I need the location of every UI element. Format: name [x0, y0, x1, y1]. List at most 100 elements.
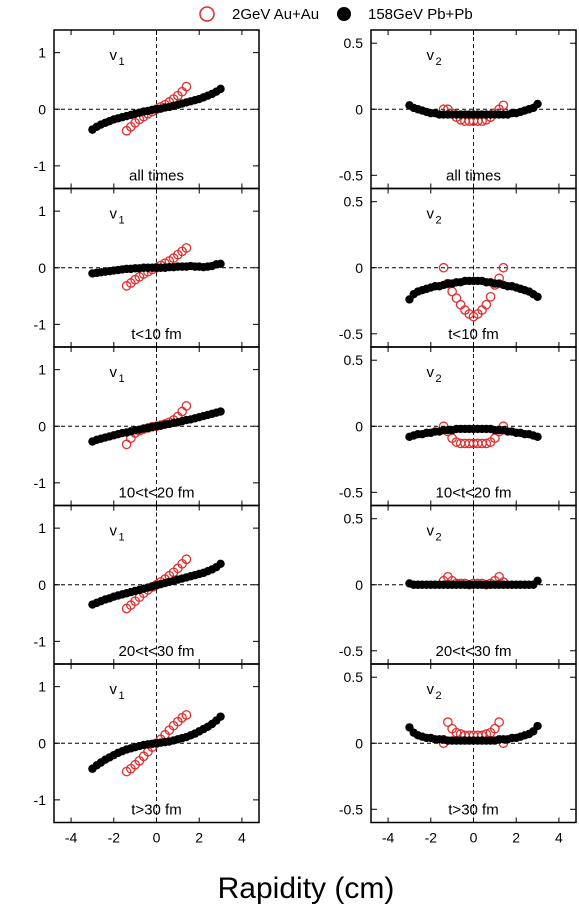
panel-5-ytick-label-0: 1 — [38, 362, 46, 378]
panel-7-ytick-label-1: 0 — [38, 577, 46, 593]
panel-1-coefficient-subscript: 1 — [119, 56, 125, 68]
panel-3-coefficient-label: v — [110, 206, 118, 223]
panel-4-au-point-3 — [451, 293, 462, 303]
panel-1-au-point-14 — [181, 81, 192, 92]
panel-5-coefficient-label: v — [110, 364, 118, 381]
panel-7-coefficient-subscript: 1 — [119, 532, 125, 544]
panel-3-ytick-label-0: 1 — [38, 203, 46, 219]
panel-6-ytick-label-0: 0.5 — [344, 352, 364, 368]
panel-3-ytick-label-1: 0 — [38, 260, 46, 276]
panel-8-ytick-label-0: 0.5 — [344, 511, 364, 527]
panel-9-xtick-label-1: -2 — [108, 830, 121, 846]
panel-5-ytick-label-1: 0 — [38, 418, 46, 434]
legend-label-au: 2GeV Au+Au — [232, 6, 319, 23]
panel-9-xtick-label-4: 4 — [238, 830, 246, 846]
panel-10-xtick-label-3: 2 — [512, 830, 520, 846]
panel-1-pb-point-30 — [216, 84, 225, 94]
panel-9-time-label: t>30 fm — [131, 802, 181, 819]
panel-9-coefficient-subscript: 1 — [119, 690, 125, 702]
panel-4-au-point-0 — [438, 262, 449, 273]
panel-9-pb-point-30 — [216, 712, 225, 721]
panel-3: 10-1v 1t<10 fm — [34, 187, 260, 348]
panel-7-ytick-label-2: -1 — [34, 633, 47, 649]
panel-6-pb-point-30 — [533, 432, 542, 442]
panel-10-pb-point-30 — [533, 721, 542, 731]
panel-4-time-label: t<10 fm — [448, 326, 498, 343]
panel-10-ytick-label-1: 0 — [355, 735, 363, 751]
panel-10-ytick-label-2: -0.5 — [339, 801, 363, 817]
panel-10-xtick-label-0: -4 — [382, 830, 395, 846]
panel-5-pb-point-30 — [216, 407, 225, 416]
panel-7-ytick-label-0: 1 — [38, 520, 46, 536]
panel-10-coefficient-label: v — [427, 681, 435, 698]
panel-6-ytick-label-1: 0 — [355, 418, 363, 434]
legend-marker-pb — [337, 7, 351, 21]
panel-1-ytick-label-2: -1 — [34, 158, 47, 174]
panel-8-ytick-label-1: 0 — [355, 577, 363, 593]
panel-9-ytick-label-1: 0 — [38, 735, 46, 751]
panel-5-au-point-0 — [121, 439, 132, 450]
panel-3-pb-point-30 — [216, 259, 225, 268]
panel-10-ytick-label-0: 0.5 — [344, 669, 364, 685]
panel-9: 10-1v 1t>30 fm-4 -2 0 2 4 — [34, 663, 260, 846]
panel-6-ytick-label-2: -0.5 — [339, 484, 363, 500]
legend-label-pb: 158GeV Pb+Pb — [368, 6, 473, 23]
panel-1-coefficient-label: v — [110, 47, 118, 64]
panel-9-coefficient-label: v — [110, 681, 118, 698]
panel-5-au-point-14 — [181, 401, 192, 411]
panel-10-au-point-12 — [490, 723, 500, 734]
panel-4-au-point-4 — [455, 299, 466, 310]
panel-10-xtick-label-1: -2 — [425, 830, 438, 846]
panel-10-au-point-1 — [443, 717, 453, 727]
panel-1-ytick-label-1: 0 — [38, 101, 46, 117]
panel-7-time-label: 20<t<30 fm — [119, 643, 195, 660]
panel-4: 0.5 0 -0.5 v 2 t<10 fm — [339, 187, 577, 348]
panel-5-ytick-label-2: -1 — [34, 475, 47, 491]
panel-9-ytick-label-2: -1 — [34, 792, 47, 808]
panel-3-time-label: t<10 fm — [131, 326, 181, 343]
panel-3-coefficient-subscript: 1 — [119, 215, 125, 227]
panel-2-coefficient-label: v — [427, 47, 435, 64]
panel-2-coefficient-subscript: 2 — [436, 56, 442, 68]
panel-9-au-point-14 — [181, 710, 192, 720]
panel-8-coefficient-subscript: 2 — [436, 532, 442, 544]
panel-4-coefficient-label: v — [427, 206, 435, 223]
panel-5: 10-1v 110<t<20 fm — [34, 346, 260, 507]
panel-8: 0.5 0 -0.5 v 2 20<t<30 fm — [339, 504, 577, 665]
legend: 2GeV Au+Au 158GeV Pb+Pb — [199, 6, 473, 23]
panel-9-xtick-label-3: 2 — [195, 830, 203, 846]
panel-5-time-label: 10<t<20 fm — [119, 485, 195, 502]
panel-9-xtick-label-2: 0 — [153, 830, 161, 846]
panel-4-au-point-11 — [485, 291, 496, 302]
x-axis-label: Rapidity (cm) — [218, 872, 395, 905]
panel-6-coefficient-label: v — [427, 364, 435, 381]
legend-marker-au — [199, 6, 215, 22]
panel-5-coefficient-subscript: 1 — [119, 373, 125, 385]
panel-10-time-label: t>30 fm — [448, 802, 498, 819]
panel-7-coefficient-label: v — [110, 523, 118, 540]
panel-10-coefficient-subscript: 2 — [436, 690, 442, 702]
panel-7-pb-point-30 — [216, 559, 225, 569]
panel-4-ytick-label-1: 0 — [355, 260, 363, 276]
panel-4-ytick-label-0: 0.5 — [344, 194, 364, 210]
panel-9-ytick-label-0: 1 — [38, 679, 46, 695]
panel-2-pb-point-30 — [533, 99, 542, 109]
panel-10: 0.50-0.5v 2t>30 fm-4 -2 0 2 4 — [339, 663, 577, 846]
panel-1-time-label: all times — [129, 168, 184, 185]
panel-8-ytick-label-2: -0.5 — [339, 643, 363, 659]
panel-3-ytick-label-2: -1 — [34, 316, 47, 332]
panel-6-au-point-10 — [481, 438, 492, 449]
panel-2: 0.5 0 -0.5 v 2 all times — [339, 29, 577, 190]
panel-2-ytick-label-1: 0 — [355, 101, 363, 117]
panel-1-ytick-label-0: 1 — [38, 45, 46, 61]
panel-4-pb-point-30 — [533, 292, 542, 302]
panel-4-au-point-14 — [498, 262, 509, 273]
panel-2-ytick-label-0: 0.5 — [344, 35, 364, 51]
panel-4-au-point-10 — [481, 299, 492, 310]
panel-6: 0.5 0 -0.5 v 2 10<t<20 fm — [339, 346, 577, 507]
panel-2-au-point-14 — [498, 100, 509, 111]
panel-8-pb-point-30 — [533, 576, 542, 585]
